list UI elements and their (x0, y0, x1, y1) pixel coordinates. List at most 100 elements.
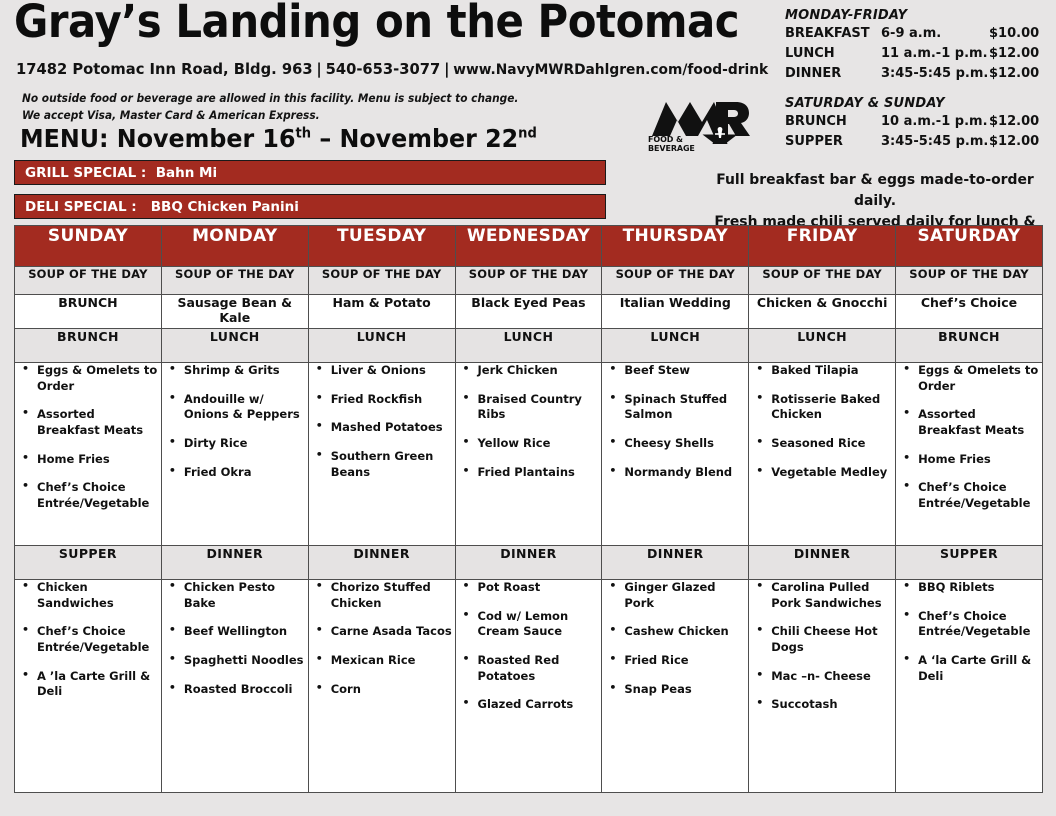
mwr-wordmark-line-2: BEVERAGE (648, 143, 695, 153)
menu-item-list: Pot Roast Cod w/ Lemon Cream Sauce Roast… (456, 579, 602, 713)
hours-group-title: SATURDAY & SUNDAY (785, 96, 945, 112)
day-header-sunday: SUNDAY (14, 225, 162, 267)
hours-row: BREAKFAST 6-9 a.m. $10.00 (785, 24, 1051, 44)
menu-item: Assorted Breakfast Meats (15, 406, 161, 438)
hours-price: $12.00 (989, 65, 1040, 81)
hours-time: 10 a.m.-1 p.m. (881, 114, 988, 130)
menu-item: BBQ Riblets (896, 579, 1042, 596)
mwr-logo: FOOD & BEVERAGE (648, 96, 752, 164)
soup-label: SOUP OF THE DAY (601, 266, 750, 295)
phone-number[interactable]: 540-653-3077 (325, 60, 441, 78)
hours-meal: BRUNCH (785, 114, 847, 130)
hours-meal: LUNCH (785, 45, 835, 61)
menu-date-range: MENU: November 16th – November 22nd (20, 124, 537, 153)
menu-item: Mashed Potatoes (309, 419, 455, 436)
menu-end-ordinal: nd (518, 125, 537, 142)
mwr-logo-wordmark: FOOD & BEVERAGE (648, 135, 695, 154)
menu-item: Shrimp & Grits (162, 362, 308, 379)
menu-item: Rotisserie Baked Chicken (749, 391, 895, 423)
midday-items-row: Eggs & Omelets to Order Assorted Breakfa… (14, 362, 1043, 546)
menu-item: Seasoned Rice (749, 435, 895, 452)
mwr-logo-icon (652, 102, 750, 155)
evening-label-tuesday: DINNER (307, 545, 456, 580)
menu-item: Spinach Stuffed Salmon (602, 391, 748, 423)
hours-time: 6-9 a.m. (881, 26, 942, 41)
menu-label: MENU: (20, 124, 109, 153)
evening-label-sunday: SUPPER (14, 545, 162, 580)
midday-label-saturday: BRUNCH (895, 328, 1043, 363)
soup-value-monday: Sausage Bean & Kale (160, 294, 309, 329)
menu-item: Fried Okra (162, 464, 308, 481)
soup-label: SOUP OF THE DAY (895, 266, 1043, 295)
menu-item: Roasted Broccoli (162, 681, 308, 698)
promo-line-1: Full breakfast bar & eggs made-to-order … (716, 172, 1034, 210)
menu-item: A ’la Carte Grill & Deli (15, 667, 161, 700)
grill-special-value: Bahn Mi (146, 164, 218, 181)
menu-item: Normandy Blend (602, 464, 748, 481)
disclaimer-line-2: We accept Visa, Master Card & American E… (22, 107, 320, 122)
disclaimer-line-1: No outside food or beverage are allowed … (22, 91, 519, 105)
hours-row: SUPPER 3:45-5:45 p.m. $12.00 (785, 132, 1051, 152)
menu-item-list: Beef Stew Spinach Stuffed Salmon Cheesy … (602, 362, 748, 481)
midday-label-friday: LUNCH (748, 328, 897, 363)
menu-item: Spaghetti Noodles (162, 652, 308, 669)
menu-item: Baked Tilapia (749, 362, 895, 379)
menu-item: Beef Wellington (162, 623, 308, 640)
menu-item: Carolina Pulled Pork Sandwiches (749, 579, 895, 611)
page-title: Gray’s Landing on the Potomac (14, 0, 740, 48)
midday-items-thursday: Beef Stew Spinach Stuffed Salmon Cheesy … (601, 362, 750, 546)
menu-item: Eggs & Omelets to Order (15, 362, 161, 394)
disclaimer: No outside food or beverage are allowed … (22, 90, 518, 123)
menu-item: Ginger Glazed Pork (602, 579, 748, 611)
header: Gray’s Landing on the Potomac 17482 Poto… (0, 0, 1056, 251)
menu-item-list: Shrimp & Grits Andouille w/ Onions & Pep… (162, 362, 308, 481)
midday-items-sunday: Eggs & Omelets to Order Assorted Breakfa… (14, 362, 162, 546)
menu-item-list: Carolina Pulled Pork Sandwiches Chili Ch… (749, 579, 895, 713)
menu-item: Vegetable Medley (749, 464, 895, 481)
day-header-tuesday: TUESDAY (307, 225, 456, 267)
midday-label-sunday: BRUNCH (14, 328, 162, 363)
grill-special-banner: GRILL SPECIAL : Bahn Mi (14, 160, 606, 185)
soup-label: SOUP OF THE DAY (307, 266, 456, 295)
menu-start-ordinal: th (295, 125, 312, 142)
evening-items-wednesday: Pot Roast Cod w/ Lemon Cream Sauce Roast… (454, 579, 603, 793)
day-header-saturday: SATURDAY (895, 225, 1043, 267)
deli-special-value: BBQ Chicken Panini (136, 198, 299, 215)
hours-price: $10.00 (989, 26, 1040, 41)
evening-items-sunday: Chicken Sandwiches Chef’s Choice Entrée/… (14, 579, 162, 793)
weekly-menu-table: SUNDAY MONDAY TUESDAY WEDNESDAY THURSDAY… (14, 225, 1043, 793)
soup-label-row: SOUP OF THE DAY SOUP OF THE DAY SOUP OF … (14, 266, 1043, 295)
day-header-friday: FRIDAY (748, 225, 897, 267)
separator-2: | (444, 60, 450, 78)
evening-items-tuesday: Chorizo Stuffed Chicken Carne Asada Taco… (307, 579, 456, 793)
menu-item-list: Chicken Pesto Bake Beef Wellington Spagh… (162, 579, 308, 698)
midday-label-wednesday: LUNCH (454, 328, 603, 363)
grill-special-label: GRILL SPECIAL : (25, 164, 147, 181)
menu-item-list: Baked Tilapia Rotisserie Baked Chicken S… (749, 362, 895, 481)
midday-items-monday: Shrimp & Grits Andouille w/ Onions & Pep… (160, 362, 309, 546)
hours-group-weekday: MONDAY-FRIDAY BREAKFAST 6-9 a.m. $10.00 … (785, 8, 1051, 83)
hours-time: 3:45-5:45 p.m. (881, 134, 989, 149)
hours-and-prices: MONDAY-FRIDAY BREAKFAST 6-9 a.m. $10.00 … (785, 8, 1051, 165)
soup-value-row: BRUNCH Sausage Bean & Kale Ham & Potato … (14, 294, 1043, 329)
day-header-row: SUNDAY MONDAY TUESDAY WEDNESDAY THURSDAY… (14, 225, 1043, 267)
day-header-thursday: THURSDAY (601, 225, 750, 267)
hours-meal: BREAKFAST (785, 26, 870, 41)
menu-item: Chorizo Stuffed Chicken (309, 579, 455, 611)
soup-value-tuesday: Ham & Potato (307, 294, 456, 329)
hours-time: 11 a.m.-1 p.m. (881, 45, 988, 61)
address-text: 17482 Potomac Inn Road, Bldg. 963 (16, 60, 313, 78)
menu-item: Home Fries (896, 451, 1042, 468)
hours-row: LUNCH 11 a.m.-1 p.m. $12.00 (785, 44, 1051, 64)
website-link[interactable]: www.NavyMWRDahlgren.com/food-drink (453, 62, 769, 78)
midday-items-friday: Baked Tilapia Rotisserie Baked Chicken S… (748, 362, 897, 546)
soup-label: SOUP OF THE DAY (748, 266, 897, 295)
contact-line: 17482 Potomac Inn Road, Bldg. 963 | 540-65… (16, 60, 768, 78)
menu-item-list: BBQ Riblets Chef’s Choice Entrée/Vegetab… (896, 579, 1042, 684)
menu-item: Cashew Chicken (602, 623, 748, 640)
hours-meal: DINNER (785, 65, 842, 81)
menu-item: Roasted Red Potatoes (456, 652, 602, 684)
menu-item: Andouille w/ Onions & Peppers (162, 391, 308, 423)
menu-item-list: Liver & Onions Fried Rockfish Mashed Pot… (309, 362, 455, 480)
